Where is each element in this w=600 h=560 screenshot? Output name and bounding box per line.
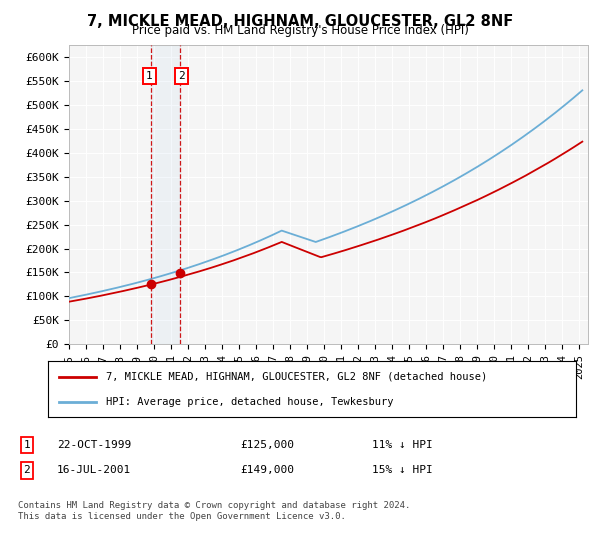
Text: Contains HM Land Registry data © Crown copyright and database right 2024.
This d: Contains HM Land Registry data © Crown c… — [18, 501, 410, 521]
Text: 7, MICKLE MEAD, HIGHNAM, GLOUCESTER, GL2 8NF: 7, MICKLE MEAD, HIGHNAM, GLOUCESTER, GL2… — [87, 14, 513, 29]
Text: £149,000: £149,000 — [240, 465, 294, 475]
Bar — [151, 45, 180, 344]
Text: 2: 2 — [178, 71, 185, 81]
Text: 1: 1 — [146, 71, 153, 81]
Text: 15% ↓ HPI: 15% ↓ HPI — [372, 465, 433, 475]
Text: 11% ↓ HPI: 11% ↓ HPI — [372, 440, 433, 450]
Text: 7, MICKLE MEAD, HIGHNAM, GLOUCESTER, GL2 8NF (detached house): 7, MICKLE MEAD, HIGHNAM, GLOUCESTER, GL2… — [106, 372, 487, 382]
Text: 22-OCT-1999: 22-OCT-1999 — [57, 440, 131, 450]
Text: HPI: Average price, detached house, Tewkesbury: HPI: Average price, detached house, Tewk… — [106, 396, 394, 407]
Text: Price paid vs. HM Land Registry's House Price Index (HPI): Price paid vs. HM Land Registry's House … — [131, 24, 469, 36]
Text: 1: 1 — [23, 440, 31, 450]
Text: £125,000: £125,000 — [240, 440, 294, 450]
Text: 2: 2 — [23, 465, 31, 475]
Text: 16-JUL-2001: 16-JUL-2001 — [57, 465, 131, 475]
